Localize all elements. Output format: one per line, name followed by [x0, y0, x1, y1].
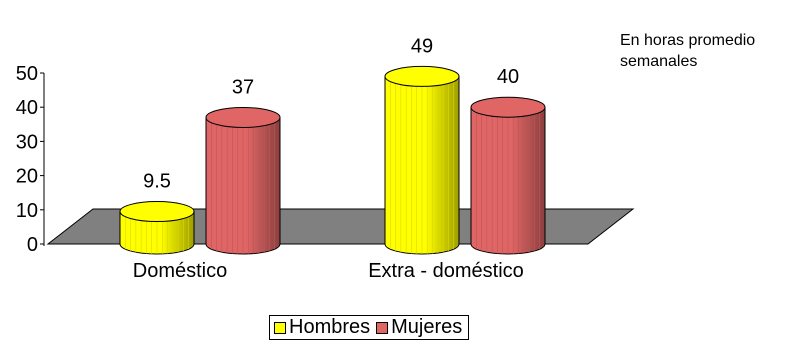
- data-label-hombres-0: 9.5: [143, 171, 171, 193]
- legend-swatch-mujeres: [376, 321, 389, 334]
- data-label-hombres-1: 49: [411, 35, 433, 57]
- data-label-mujeres-0: 37: [232, 76, 254, 98]
- bar-top-mujeres-1: [470, 96, 546, 118]
- y-tick-label: 10: [16, 200, 38, 222]
- legend-item-hombres: Hombres: [274, 316, 370, 339]
- y-tick-label: 50: [16, 63, 38, 85]
- y-tick-label: 40: [16, 97, 38, 119]
- legend-label-hombres: Hombres: [289, 316, 371, 338]
- legend-item-mujeres: Mujeres: [376, 316, 462, 339]
- y-tick-label: 30: [16, 131, 38, 153]
- y-tick-label: 20: [16, 166, 38, 188]
- bar-top-hombres-0: [119, 201, 195, 223]
- data-label-mujeres-1: 40: [497, 66, 519, 88]
- y-tick-label: 0: [27, 234, 38, 256]
- category-label: Doméstico: [133, 260, 227, 282]
- legend-label-mujeres: Mujeres: [391, 316, 463, 338]
- units-annotation-line-1: En horas promedio: [620, 32, 756, 49]
- units-annotation: En horas promedio semanales: [620, 30, 755, 72]
- category-label: Extra - doméstico: [368, 260, 524, 282]
- legend: Hombres Mujeres: [269, 315, 470, 340]
- legend-swatch-hombres: [274, 321, 286, 334]
- bar-top-hombres-1: [384, 65, 460, 87]
- bar-top-mujeres-0: [205, 106, 281, 128]
- units-annotation-line-2: semanales: [620, 53, 698, 70]
